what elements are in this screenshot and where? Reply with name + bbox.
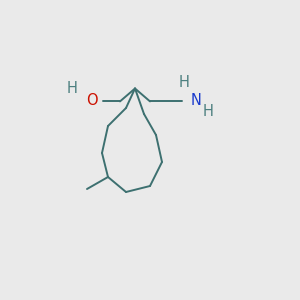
Text: N: N (191, 93, 202, 108)
Text: H: H (179, 75, 190, 90)
Text: H: H (67, 81, 77, 96)
Text: O: O (86, 93, 97, 108)
Text: H: H (203, 103, 214, 118)
